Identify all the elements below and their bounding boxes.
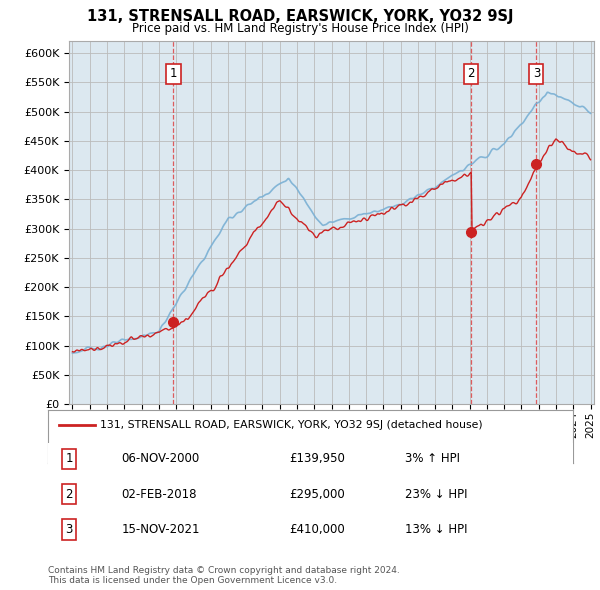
Text: HPI: Average price, detached house, York: HPI: Average price, detached house, York: [101, 443, 326, 453]
Text: 3: 3: [65, 523, 73, 536]
Text: 06-NOV-2000: 06-NOV-2000: [121, 452, 200, 466]
Text: 02-FEB-2018: 02-FEB-2018: [121, 487, 197, 501]
Text: £410,000: £410,000: [290, 523, 345, 536]
Text: 2: 2: [65, 487, 73, 501]
Text: 3: 3: [533, 67, 540, 80]
Text: 13% ↓ HPI: 13% ↓ HPI: [405, 523, 467, 536]
Text: 3% ↑ HPI: 3% ↑ HPI: [405, 452, 460, 466]
Text: 1: 1: [65, 452, 73, 466]
Text: 1: 1: [170, 67, 177, 80]
Text: 15-NOV-2021: 15-NOV-2021: [121, 523, 200, 536]
Text: Contains HM Land Registry data © Crown copyright and database right 2024.
This d: Contains HM Land Registry data © Crown c…: [48, 566, 400, 585]
Text: £295,000: £295,000: [290, 487, 345, 501]
Text: £139,950: £139,950: [290, 452, 346, 466]
Text: 131, STRENSALL ROAD, EARSWICK, YORK, YO32 9SJ: 131, STRENSALL ROAD, EARSWICK, YORK, YO3…: [87, 9, 513, 24]
Text: Price paid vs. HM Land Registry's House Price Index (HPI): Price paid vs. HM Land Registry's House …: [131, 22, 469, 35]
Text: 2: 2: [467, 67, 475, 80]
Text: 131, STRENSALL ROAD, EARSWICK, YORK, YO32 9SJ (detached house): 131, STRENSALL ROAD, EARSWICK, YORK, YO3…: [101, 420, 483, 430]
Text: 23% ↓ HPI: 23% ↓ HPI: [405, 487, 467, 501]
